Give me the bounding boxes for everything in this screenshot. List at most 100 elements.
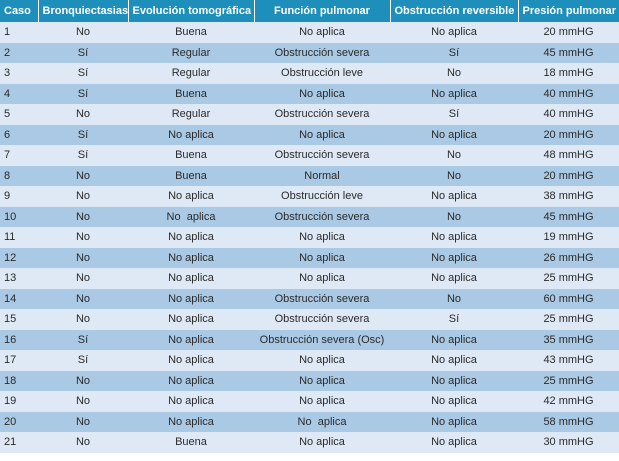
cell-presion: 35 mmHG bbox=[518, 329, 619, 350]
cell-obstruccion: No aplica bbox=[390, 411, 518, 432]
cell-caso: 14 bbox=[0, 288, 38, 309]
cell-bronquiectasias: Sí bbox=[38, 42, 128, 63]
table-row: 6 Sí No aplica No aplica No aplica 20 mmHG bbox=[0, 124, 619, 145]
cell-obstruccion: No aplica bbox=[390, 227, 518, 248]
cell-bronquiectasias: Sí bbox=[38, 350, 128, 371]
cell-funcion: No aplica bbox=[254, 22, 390, 43]
cell-obstruccion: No aplica bbox=[390, 350, 518, 371]
cell-obstruccion: No aplica bbox=[390, 247, 518, 268]
cell-obstruccion: No aplica bbox=[390, 391, 518, 412]
cell-obstruccion: No aplica bbox=[390, 432, 518, 453]
cell-caso: 1 bbox=[0, 22, 38, 43]
table-row: 9 No No aplica Obstrucción leve No aplica 38 … bbox=[0, 186, 619, 207]
header-bronquiectasias: Bronquiectasias bbox=[37, 0, 128, 22]
cell-presion: 30 mmHG bbox=[518, 432, 619, 453]
cell-funcion: No aplica bbox=[254, 124, 390, 145]
cell-funcion: No aplica bbox=[254, 227, 390, 248]
cell-presion: 38 mmHG bbox=[518, 186, 619, 207]
cell-presion: 58 mmHG bbox=[518, 411, 619, 432]
cell-funcion: Obstrucción severa bbox=[254, 309, 390, 330]
cell-obstruccion: Sí bbox=[390, 104, 518, 125]
table-row: 3 Sí Regular Obstrucción leve No 18 mmHG bbox=[0, 63, 619, 84]
cell-evolucion: No aplica bbox=[128, 268, 254, 289]
cell-funcion: No aplica bbox=[254, 432, 390, 453]
cell-bronquiectasias: No bbox=[38, 247, 128, 268]
cell-funcion: Obstrucción severa bbox=[254, 288, 390, 309]
cell-caso: 20 bbox=[0, 411, 38, 432]
cell-funcion: Normal bbox=[254, 165, 390, 186]
cell-funcion: No aplica bbox=[254, 268, 390, 289]
table-row: 21 No Buena No aplica No aplica 30 mmHG bbox=[0, 432, 619, 453]
cell-caso: 4 bbox=[0, 83, 38, 104]
header-caso: Caso bbox=[0, 0, 38, 22]
cell-presion: 40 mmHG bbox=[518, 83, 619, 104]
cell-evolucion: Regular bbox=[128, 42, 254, 63]
table-row: 7 Sí Buena Obstrucción severa No 48 mmHG bbox=[0, 145, 619, 166]
cell-presion: 25 mmHG bbox=[518, 370, 619, 391]
cell-presion: 45 mmHG bbox=[518, 206, 619, 227]
cell-caso: 8 bbox=[0, 165, 38, 186]
cell-evolucion: No aplica bbox=[128, 350, 254, 371]
cell-funcion: Obstrucción severa bbox=[254, 104, 390, 125]
cell-evolucion: No aplica bbox=[128, 227, 254, 248]
cell-funcion: Obstrucción severa bbox=[254, 42, 390, 63]
cell-bronquiectasias: Sí bbox=[38, 329, 128, 350]
cell-evolucion: Regular bbox=[128, 63, 254, 84]
cell-evolucion: Buena bbox=[128, 165, 254, 186]
cell-caso: 10 bbox=[0, 206, 38, 227]
cell-obstruccion: No bbox=[390, 206, 518, 227]
cell-obstruccion: No aplica bbox=[390, 22, 518, 43]
cell-funcion: No aplica bbox=[254, 370, 390, 391]
table-row: 18 No No aplica No aplica No aplica 25 mmHG bbox=[0, 370, 619, 391]
cell-obstruccion: No aplica bbox=[390, 83, 518, 104]
cell-obstruccion: No bbox=[390, 145, 518, 166]
cell-evolucion: No aplica bbox=[128, 206, 254, 227]
table-row: 10 No No aplica Obstrucción severa No 45 mmHG bbox=[0, 206, 619, 227]
cell-bronquiectasias: No bbox=[38, 391, 128, 412]
table-row: 1 No Buena No aplica No aplica 20 mmHG bbox=[0, 22, 619, 43]
cell-evolucion: No aplica bbox=[128, 124, 254, 145]
cell-obstruccion: No bbox=[390, 165, 518, 186]
cell-presion: 42 mmHG bbox=[518, 391, 619, 412]
cell-caso: 11 bbox=[0, 227, 38, 248]
cell-caso: 17 bbox=[0, 350, 38, 371]
cell-caso: 6 bbox=[0, 124, 38, 145]
cell-obstruccion: No bbox=[390, 288, 518, 309]
cell-evolucion: No aplica bbox=[128, 391, 254, 412]
cell-obstruccion: No aplica bbox=[390, 186, 518, 207]
cell-evolucion: Buena bbox=[128, 22, 254, 43]
cell-presion: 25 mmHG bbox=[518, 309, 619, 330]
cell-caso: 2 bbox=[0, 42, 38, 63]
header-presion: Presión pulmonar bbox=[517, 0, 619, 22]
table-row: 12 No No aplica No aplica No aplica 26 mmHG bbox=[0, 247, 619, 268]
cell-presion: 20 mmHG bbox=[518, 22, 619, 43]
cell-obstruccion: Sí bbox=[390, 309, 518, 330]
cell-obstruccion: No aplica bbox=[390, 124, 518, 145]
cell-bronquiectasias: No bbox=[38, 186, 128, 207]
cell-presion: 18 mmHG bbox=[518, 63, 619, 84]
cell-bronquiectasias: Sí bbox=[38, 83, 128, 104]
cell-bronquiectasias: Sí bbox=[38, 124, 128, 145]
cell-caso: 18 bbox=[0, 370, 38, 391]
table-row: 2 Sí Regular Obstrucción severa Sí 45 mmHG bbox=[0, 42, 619, 63]
cell-obstruccion: No aplica bbox=[390, 268, 518, 289]
cell-caso: 19 bbox=[0, 391, 38, 412]
cell-bronquiectasias: No bbox=[38, 22, 128, 43]
table-row: 8 No Buena Normal No 20 mmHG bbox=[0, 165, 619, 186]
cell-caso: 21 bbox=[0, 432, 38, 453]
cell-evolucion: No aplica bbox=[128, 329, 254, 350]
table-row: 11 No No aplica No aplica No aplica 19 mmHG bbox=[0, 227, 619, 248]
cell-bronquiectasias: No bbox=[38, 104, 128, 125]
cell-presion: 48 mmHG bbox=[518, 145, 619, 166]
table-row: 5 No Regular Obstrucción severa Sí 40 mmHG bbox=[0, 104, 619, 125]
cell-obstruccion: No bbox=[390, 63, 518, 84]
cell-presion: 26 mmHG bbox=[518, 247, 619, 268]
table-row: 16 Sí No aplica Obstrucción severa (Osc) No … bbox=[0, 329, 619, 350]
cell-funcion: No aplica bbox=[254, 83, 390, 104]
table-row: 4 Sí Buena No aplica No aplica 40 mmHG bbox=[0, 83, 619, 104]
cell-obstruccion: No aplica bbox=[390, 370, 518, 391]
cell-bronquiectasias: No bbox=[38, 227, 128, 248]
cell-bronquiectasias: Sí bbox=[38, 63, 128, 84]
cell-evolucion: Buena bbox=[128, 83, 254, 104]
